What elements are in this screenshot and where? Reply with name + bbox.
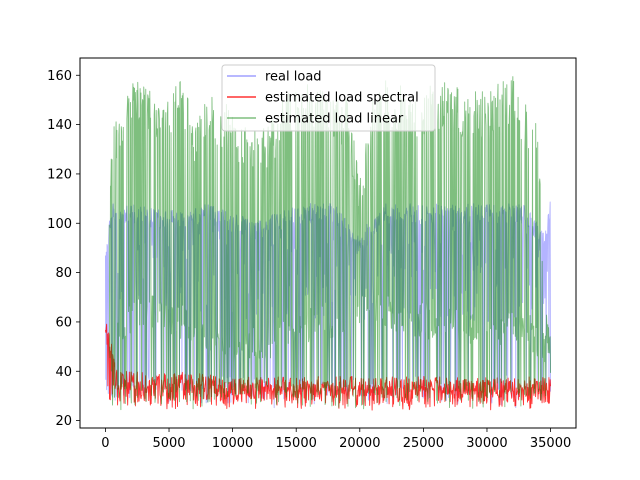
x-tick-label: 20000 xyxy=(339,436,380,451)
legend-box xyxy=(221,64,436,132)
legend-label: estimated load spectral xyxy=(265,91,419,106)
y-tick-label: 120 xyxy=(47,167,72,182)
legend: real load estimated load spectral estimate… xyxy=(221,64,436,132)
x-tick-label: 10000 xyxy=(212,436,253,451)
x-tick-label: 25000 xyxy=(403,436,444,451)
y-axis: 20 40 60 80 100 120 140 160 xyxy=(47,69,80,429)
legend-label: estimated load linear xyxy=(265,112,404,127)
x-axis: 0 5000 10000 15000 20000 25000 30000 35000 xyxy=(101,428,571,451)
y-tick-label: 160 xyxy=(47,69,72,84)
x-tick-label: 15000 xyxy=(276,436,317,451)
x-tick-label: 35000 xyxy=(530,436,571,451)
plot-series xyxy=(104,76,552,411)
legend-label: real load xyxy=(265,70,322,85)
x-tick-label: 5000 xyxy=(152,436,185,451)
y-tick-label: 60 xyxy=(55,315,72,330)
y-tick-label: 100 xyxy=(47,217,72,232)
y-tick-label: 40 xyxy=(55,365,72,380)
x-tick-label: 0 xyxy=(101,436,109,451)
plot-frame xyxy=(79,57,577,429)
x-tick-label: 30000 xyxy=(466,436,507,451)
y-tick-label: 20 xyxy=(55,414,72,429)
y-tick-label: 80 xyxy=(55,266,72,281)
y-tick-label: 140 xyxy=(47,118,72,133)
series-estimated-load-linear xyxy=(108,76,552,411)
